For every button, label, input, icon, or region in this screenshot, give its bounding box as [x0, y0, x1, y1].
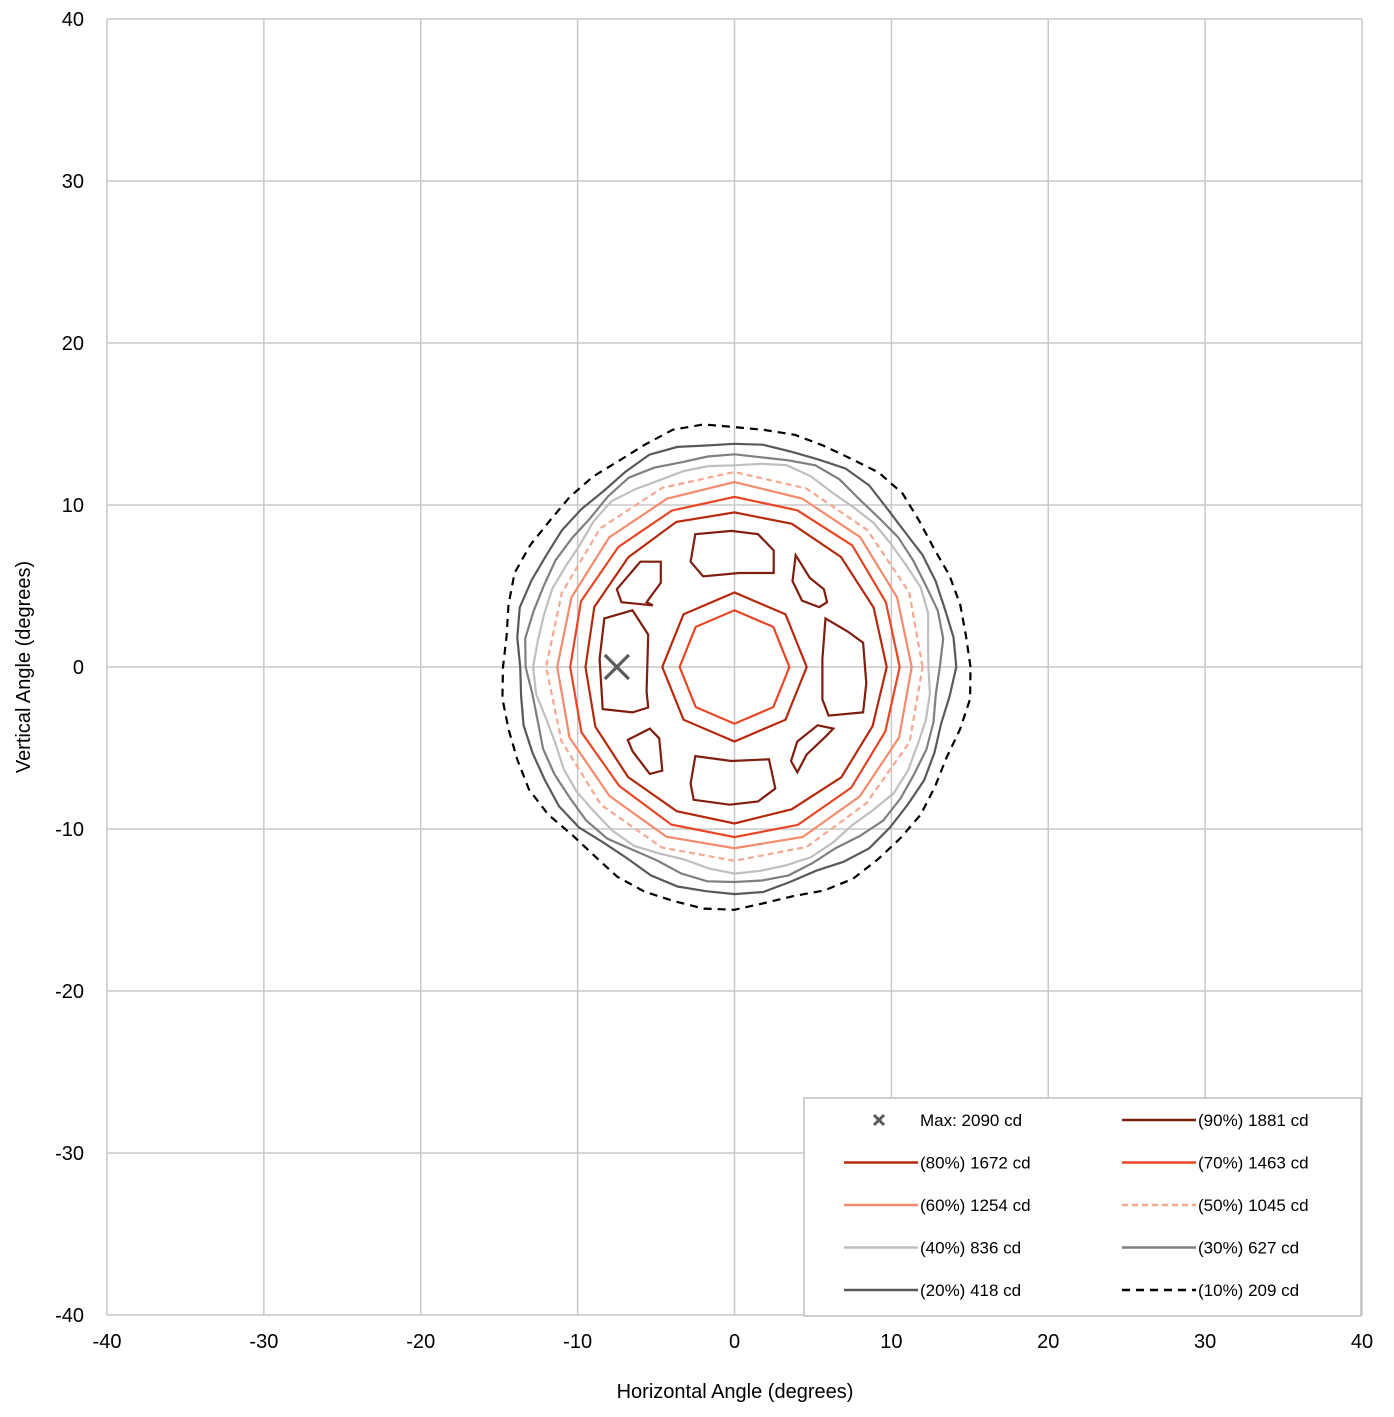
legend-item: (30%) 627 cd: [1122, 1239, 1299, 1258]
legend-item: (20%) 418 cd: [844, 1281, 1021, 1300]
y-tick-label: 20: [62, 333, 84, 355]
legend-max-marker: [872, 1113, 886, 1127]
contour-line-90: [689, 529, 775, 578]
contour-line: [556, 480, 913, 850]
legend-item: Max: 2090 cd: [872, 1111, 1022, 1130]
y-tick-label: 30: [62, 171, 84, 193]
contour-line-90: [789, 724, 836, 775]
x-tick-label: 40: [1351, 1331, 1373, 1353]
y-tick-label: 10: [62, 495, 84, 517]
legend-item: (80%) 1672 cd: [844, 1154, 1031, 1173]
x-tick-label: -20: [406, 1331, 435, 1353]
tick-labels: -40 -30 -20 -10 0 10 20 30 40 -40 -30 -20 -10 0 10 20 30…: [55, 9, 1373, 1353]
contour-line: [531, 462, 932, 875]
legend-item: (70%) 1463 cd: [1122, 1154, 1309, 1173]
x-tick-label: 10: [880, 1331, 902, 1353]
y-tick-label: -40: [55, 1305, 84, 1327]
max-marker: [603, 653, 630, 681]
contour-line-90: [598, 609, 650, 714]
y-tick-label: 0: [73, 657, 84, 679]
contour-line: [501, 423, 972, 911]
legend-label: (30%) 627 cd: [1198, 1239, 1299, 1258]
legend-item: (10%) 209 cd: [1122, 1281, 1299, 1300]
legend-label: (10%) 209 cd: [1198, 1281, 1299, 1300]
legend-label: (20%) 418 cd: [920, 1281, 1021, 1300]
contour-lines: [501, 423, 972, 911]
x-axis-title: Horizontal Angle (degrees): [617, 1381, 854, 1403]
x-tick-label: -40: [93, 1331, 122, 1353]
y-tick-label: 40: [62, 9, 84, 31]
contour-line: [524, 453, 945, 884]
grid-lines: [106, 18, 1363, 1316]
legend-item: (50%) 1045 cd: [1122, 1196, 1309, 1215]
legend-label: (80%) 1672 cd: [920, 1154, 1031, 1173]
contour-line-90: [615, 560, 662, 607]
x-tick-label: -30: [249, 1331, 278, 1353]
contour-line-90: [626, 727, 664, 776]
x-tick-label: 20: [1037, 1331, 1059, 1353]
legend-item: (40%) 836 cd: [844, 1239, 1021, 1258]
contour-line: [544, 470, 924, 862]
contour-line: [569, 495, 901, 839]
legend-label: (50%) 1045 cd: [1198, 1196, 1309, 1215]
contour-line: [584, 511, 888, 825]
y-axis-title: Vertical Angle (degrees): [13, 561, 35, 773]
y-tick-label: -10: [55, 819, 84, 841]
x-tick-label: -10: [563, 1331, 592, 1353]
y-tick-label: -30: [55, 1143, 84, 1165]
contour-line-90: [689, 754, 777, 806]
legend-box: [803, 1097, 1362, 1317]
contour-inner-ring: [678, 609, 791, 725]
legend-item: (90%) 1881 cd: [1122, 1111, 1309, 1130]
legend-label: Max: 2090 cd: [920, 1111, 1022, 1130]
legend-label: (40%) 836 cd: [920, 1239, 1021, 1258]
legend: Max: 2090 cd (90%) 1881 cd (80%) 1672 cd (7…: [803, 1097, 1362, 1317]
legend-label: (60%) 1254 cd: [920, 1196, 1031, 1215]
contour-line-90: [791, 551, 829, 609]
legend-label: (70%) 1463 cd: [1198, 1154, 1309, 1173]
legend-item: (60%) 1254 cd: [844, 1196, 1031, 1215]
y-tick-label: -20: [55, 981, 84, 1003]
legend-label: (90%) 1881 cd: [1198, 1111, 1309, 1130]
contour-line: [516, 442, 958, 896]
contour-inner-ring: [661, 591, 808, 743]
x-tick-label: 30: [1194, 1331, 1216, 1353]
max-marker-layer: [603, 653, 630, 681]
x-tick-label: 0: [729, 1331, 740, 1353]
contour-line-90: [821, 616, 868, 717]
